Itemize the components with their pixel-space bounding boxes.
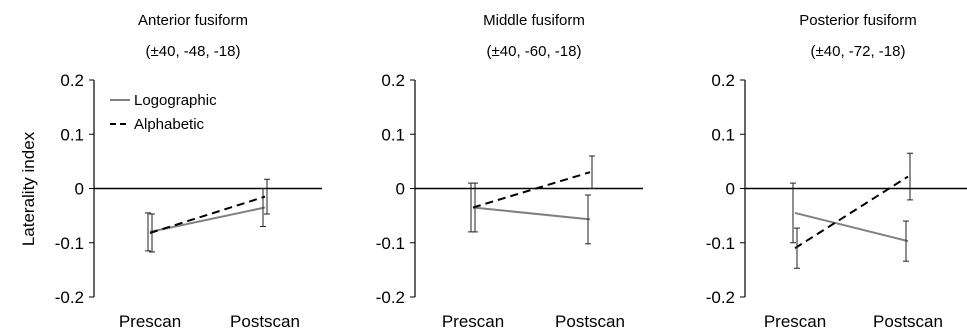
x-category-label: Prescan bbox=[764, 312, 826, 331]
series-line-alphabetic bbox=[794, 175, 909, 250]
y-tick-label: 0.1 bbox=[711, 125, 735, 144]
x-category-label: Prescan bbox=[119, 312, 181, 331]
y-tick-label: 0.1 bbox=[60, 125, 84, 144]
y-tick-label: -0.2 bbox=[55, 288, 84, 307]
y-tick-label: -0.1 bbox=[376, 234, 405, 253]
panel-title: Posterior fusiform bbox=[799, 12, 917, 29]
y-tick-label: 0.2 bbox=[381, 71, 405, 90]
series-line-alphabetic bbox=[472, 171, 591, 209]
y-tick-label: 0 bbox=[396, 180, 405, 199]
y-tick-label: 0 bbox=[75, 180, 84, 199]
panels: Anterior fusiform (±40, -48, -18) 0.2 0.1 0 -… bbox=[55, 12, 967, 331]
series-line-logographic bbox=[794, 211, 909, 243]
y-tick-label: -0.2 bbox=[706, 288, 735, 307]
x-category-label: Postscan bbox=[873, 312, 943, 331]
x-category-label: Prescan bbox=[442, 312, 504, 331]
legend: Logographic Alphabetic bbox=[110, 92, 217, 133]
panel-coordinates: (±40, -72, -18) bbox=[811, 43, 906, 60]
legend-label: Alphabetic bbox=[134, 116, 205, 133]
panel-2: Middle fusiform (±40, -60, -18) 0.2 0.1 0 -0.… bbox=[376, 12, 643, 331]
panel-1: Anterior fusiform (±40, -48, -18) 0.2 0.1 0 -… bbox=[55, 12, 322, 331]
x-category-label: Postscan bbox=[555, 312, 625, 331]
panel-title: Middle fusiform bbox=[483, 12, 585, 29]
y-tick-label: 0 bbox=[726, 180, 735, 199]
x-category-label: Postscan bbox=[230, 312, 300, 331]
panel-title: Anterior fusiform bbox=[138, 12, 248, 29]
y-tick-label: -0.2 bbox=[376, 288, 405, 307]
series-line-alphabetic bbox=[149, 195, 266, 234]
panel-3: Posterior fusiform (±40, -72, -18) 0.2 0.1 0… bbox=[706, 12, 967, 331]
series-line-logographic bbox=[472, 206, 591, 221]
y-tick-label: 0.1 bbox=[381, 125, 405, 144]
y-tick-label: -0.1 bbox=[706, 234, 735, 253]
panel-coordinates: (±40, -48, -18) bbox=[146, 43, 241, 60]
y-tick-label: 0.2 bbox=[60, 71, 84, 90]
panel-coordinates: (±40, -60, -18) bbox=[487, 43, 582, 60]
y-axis-label: Laterality index bbox=[19, 131, 38, 246]
y-tick-label: -0.1 bbox=[55, 234, 84, 253]
legend-label: Logographic bbox=[134, 92, 217, 109]
y-tick-label: 0.2 bbox=[711, 71, 735, 90]
